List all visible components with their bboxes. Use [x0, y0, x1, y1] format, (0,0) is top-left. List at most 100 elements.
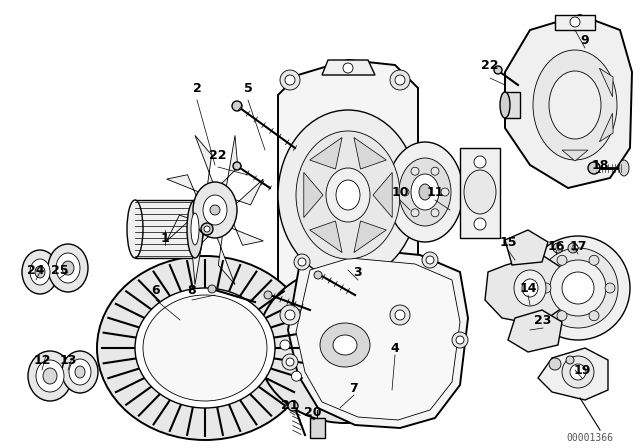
Circle shape — [371, 347, 385, 361]
Text: 24: 24 — [28, 263, 45, 276]
Ellipse shape — [36, 360, 64, 392]
Ellipse shape — [570, 364, 586, 380]
Circle shape — [411, 209, 419, 217]
Circle shape — [291, 371, 301, 381]
Circle shape — [358, 390, 369, 401]
Ellipse shape — [619, 160, 629, 176]
Circle shape — [285, 75, 295, 85]
Text: 22: 22 — [209, 148, 227, 161]
Ellipse shape — [298, 258, 306, 266]
Polygon shape — [354, 221, 387, 253]
Circle shape — [431, 167, 439, 175]
Ellipse shape — [35, 266, 45, 278]
Polygon shape — [600, 68, 613, 97]
Ellipse shape — [56, 253, 80, 283]
Ellipse shape — [191, 213, 199, 245]
Ellipse shape — [533, 50, 617, 160]
Ellipse shape — [426, 256, 434, 264]
Text: 9: 9 — [580, 34, 589, 47]
Circle shape — [343, 63, 353, 73]
Text: 14: 14 — [519, 281, 537, 294]
Circle shape — [321, 390, 332, 401]
Circle shape — [285, 310, 295, 320]
Ellipse shape — [399, 158, 451, 226]
Circle shape — [474, 218, 486, 230]
Polygon shape — [167, 208, 207, 241]
Polygon shape — [310, 418, 325, 438]
Ellipse shape — [549, 71, 601, 139]
Ellipse shape — [336, 180, 360, 210]
Circle shape — [401, 188, 409, 196]
Circle shape — [390, 305, 410, 325]
Circle shape — [395, 310, 405, 320]
Polygon shape — [288, 248, 468, 428]
Ellipse shape — [320, 323, 370, 367]
Circle shape — [541, 283, 551, 293]
Circle shape — [280, 340, 290, 350]
Ellipse shape — [257, 267, 433, 423]
Ellipse shape — [549, 358, 561, 370]
Circle shape — [291, 309, 301, 319]
Ellipse shape — [422, 252, 438, 268]
Ellipse shape — [201, 223, 213, 235]
Ellipse shape — [62, 261, 74, 275]
Circle shape — [474, 156, 486, 168]
Text: 19: 19 — [573, 363, 591, 376]
Polygon shape — [538, 348, 608, 400]
Text: 10: 10 — [391, 185, 409, 198]
Circle shape — [358, 289, 369, 300]
Text: 25: 25 — [51, 263, 68, 276]
Ellipse shape — [286, 358, 294, 366]
Polygon shape — [562, 150, 588, 161]
Polygon shape — [555, 15, 595, 30]
Text: 23: 23 — [534, 314, 552, 327]
Text: 2: 2 — [193, 82, 202, 95]
Ellipse shape — [553, 243, 563, 253]
Ellipse shape — [75, 366, 85, 378]
Ellipse shape — [294, 254, 310, 270]
Ellipse shape — [233, 162, 241, 170]
Ellipse shape — [22, 250, 58, 294]
Ellipse shape — [550, 260, 606, 316]
Text: 5: 5 — [244, 82, 252, 95]
Text: 16: 16 — [547, 240, 564, 253]
Polygon shape — [373, 172, 392, 218]
Ellipse shape — [419, 184, 431, 200]
Ellipse shape — [494, 66, 502, 74]
Circle shape — [431, 209, 439, 217]
Ellipse shape — [568, 243, 578, 253]
Text: 00001366: 00001366 — [566, 433, 614, 443]
Polygon shape — [223, 208, 263, 246]
Circle shape — [339, 369, 353, 383]
Ellipse shape — [264, 291, 272, 299]
Circle shape — [390, 70, 410, 90]
Polygon shape — [278, 60, 418, 330]
Ellipse shape — [456, 336, 464, 344]
Ellipse shape — [411, 174, 439, 210]
Ellipse shape — [208, 285, 216, 293]
Circle shape — [411, 167, 419, 175]
Ellipse shape — [387, 142, 463, 242]
Circle shape — [557, 255, 567, 265]
Polygon shape — [296, 258, 460, 420]
Circle shape — [305, 348, 319, 362]
Circle shape — [388, 309, 399, 319]
Ellipse shape — [557, 245, 563, 251]
Polygon shape — [508, 310, 562, 352]
Circle shape — [280, 305, 300, 325]
Polygon shape — [354, 138, 387, 169]
Circle shape — [589, 255, 599, 265]
Polygon shape — [223, 179, 263, 212]
Text: 6: 6 — [152, 284, 160, 297]
Text: 18: 18 — [591, 159, 609, 172]
Circle shape — [317, 313, 331, 327]
Circle shape — [605, 283, 615, 293]
Ellipse shape — [526, 236, 630, 340]
Polygon shape — [505, 15, 632, 188]
Ellipse shape — [30, 259, 50, 285]
Circle shape — [358, 313, 372, 327]
Polygon shape — [167, 175, 207, 212]
Polygon shape — [505, 230, 548, 265]
Ellipse shape — [48, 244, 88, 292]
Text: 3: 3 — [354, 266, 362, 279]
